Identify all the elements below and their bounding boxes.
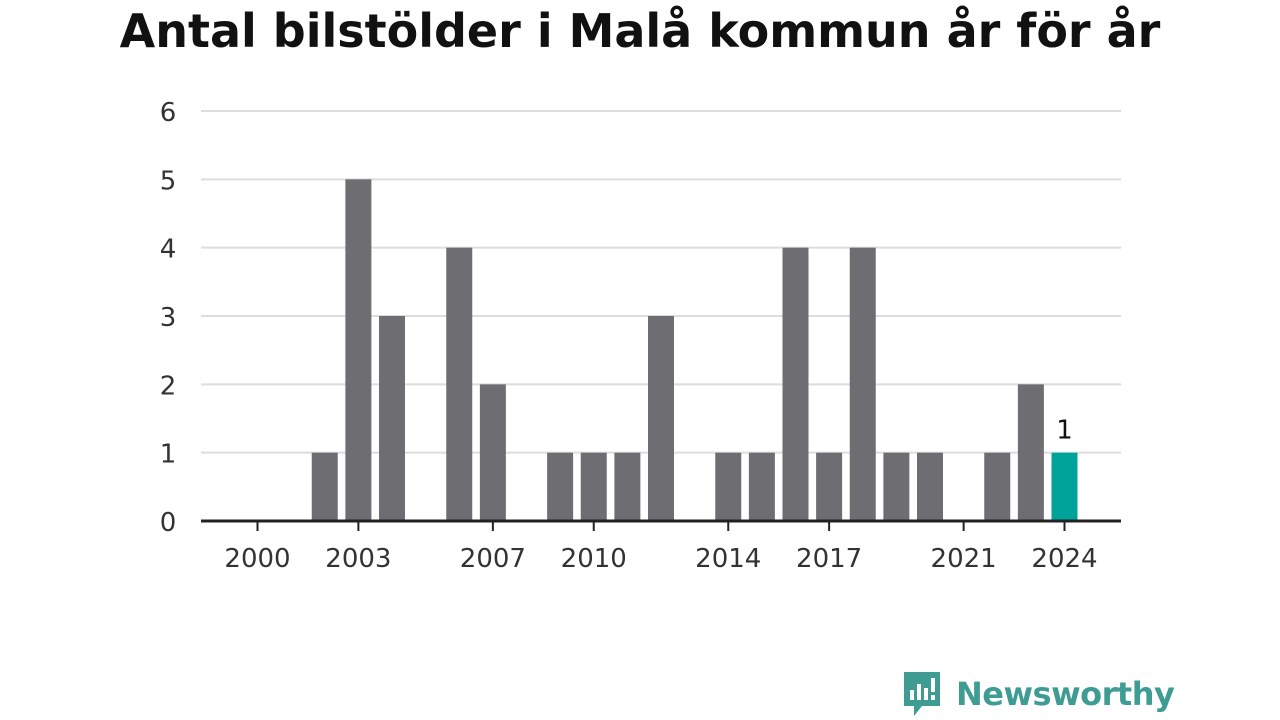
chart-title: Antal bilstölder i Malå kommun år för år: [119, 4, 1161, 58]
data-label-2024: 1: [1056, 416, 1073, 446]
x-tick-label: 2014: [695, 544, 761, 574]
bar-2009: [547, 452, 574, 521]
bar-2007: [479, 384, 506, 521]
bar-2011: [614, 452, 641, 521]
bar-2014: [715, 452, 742, 521]
bar-2020: [917, 452, 943, 521]
bar-2002: [311, 452, 338, 521]
bar-2003: [345, 179, 372, 522]
y-tick-label: 0: [160, 508, 177, 538]
y-tick-label: 5: [160, 166, 177, 196]
bar-2012: [648, 316, 674, 521]
bar-2022: [984, 452, 1011, 521]
x-tick-label: 2003: [325, 544, 391, 574]
bar-2023: [1017, 384, 1044, 521]
bar-2017: [816, 452, 843, 521]
y-tick-label: 4: [160, 235, 177, 265]
y-tick-label: 3: [160, 303, 177, 333]
x-tick-label: 2007: [460, 544, 526, 574]
newsworthy-logo: Newsworthy: [902, 670, 1175, 718]
bars: [311, 179, 1078, 522]
bar-2018: [849, 247, 876, 521]
y-tick-label: 1: [160, 440, 177, 470]
x-tick-label: 2024: [1031, 544, 1097, 574]
bar-2019: [883, 452, 910, 521]
bar-2006: [446, 247, 473, 521]
x-tick-label: 2000: [224, 544, 290, 574]
x-tick-label: 2021: [931, 544, 997, 574]
bar-2016: [782, 247, 809, 521]
bar-2010: [580, 452, 607, 521]
x-axis: [201, 519, 1121, 531]
y-tick-label: 2: [160, 371, 177, 401]
bar-2015: [748, 452, 775, 521]
y-tick-label: 6: [160, 98, 177, 128]
brand-name: Newsworthy: [956, 675, 1175, 713]
y-axis-labels: 0 1 2 3 4 5 6: [160, 98, 177, 538]
x-axis-labels: 2000 2003 2007 2010 2014 2017 2021 2024: [224, 544, 1097, 574]
newsworthy-logo-icon: [904, 672, 940, 716]
x-tick-label: 2010: [561, 544, 627, 574]
x-tick-label: 2017: [796, 544, 862, 574]
bar-2024: [1051, 452, 1078, 521]
data-labels: 1: [1056, 416, 1073, 446]
bar-2004: [379, 316, 405, 521]
